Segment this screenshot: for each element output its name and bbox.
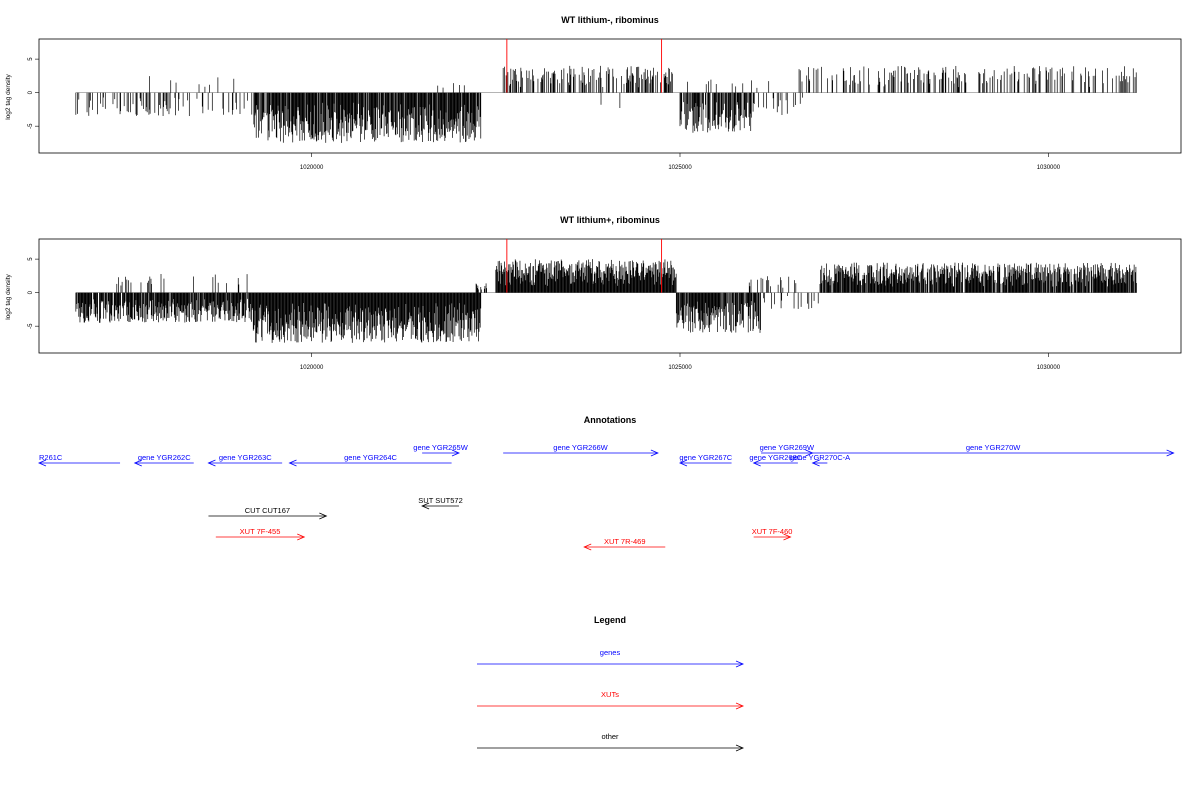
x-tick-label: 1025000 [668, 165, 692, 171]
feature-label: gene YGR270C-A [790, 453, 850, 462]
legend-panel: Legend genes XUTs other [477, 615, 745, 752]
track-panel-lithium-plus: WT lithium+, ribominus log2 tag density … [5, 215, 1182, 371]
bars-group [75, 239, 1137, 343]
legend-title: Legend [594, 615, 626, 625]
feature-arrow: XUT 7F-455 [215, 527, 306, 541]
bars-group [75, 39, 1137, 143]
feature-arrow: SUT SUT572 [418, 496, 463, 510]
feature-label: gene YGR269W [760, 443, 815, 452]
x-axis: 1020000 1025000 1030000 [300, 153, 1061, 171]
feature-arrow: R261C [37, 453, 121, 467]
y-tick-label: 0 [28, 290, 34, 294]
x-tick-label: 1020000 [300, 165, 324, 171]
feature-label: gene YGR265W [413, 443, 468, 452]
panel-title: WT lithium-, ribominus [561, 15, 659, 25]
x-tick-label: 1030000 [1037, 165, 1061, 171]
arrow-head-right [297, 533, 306, 541]
feature-arrow: gene YGR262C [133, 453, 194, 467]
plot-frame [38, 38, 1182, 154]
y-tick-label: 5 [28, 57, 34, 61]
feature-arrow: gene YGR265W [413, 443, 469, 457]
feature-label: gene YGR266W [553, 443, 608, 452]
arrow-head-left [207, 459, 216, 467]
arrow-head-right [783, 533, 792, 541]
feature-label: gene YGR267C [679, 453, 732, 462]
arrow-head-right [735, 702, 745, 710]
legend-item: other [477, 732, 745, 752]
feature-label: gene YGR268C [749, 453, 802, 462]
feature-label: R261C [39, 453, 63, 462]
annotations-panel: Annotations R261C gene YGR262C gene YGR263… [37, 415, 1175, 551]
feature-label: gene YGR270W [966, 443, 1021, 452]
feature-label: XUT 7F-455 [240, 527, 281, 536]
legend-items: genes XUTs other [477, 648, 745, 752]
feature-arrow: gene YGR267C [678, 453, 733, 467]
arrow-head-right [735, 660, 745, 668]
arrow-head-right [650, 449, 659, 457]
feature-arrow: XUT 7F-460 [752, 527, 793, 541]
legend-label: other [601, 732, 619, 741]
legend-item: genes [477, 648, 745, 668]
legend-label: XUTs [601, 690, 619, 699]
arrow-head-left [421, 502, 430, 510]
feature-label: XUT 7R-469 [604, 537, 646, 546]
annotations-title: Annotations [584, 415, 637, 425]
feature-label: XUT 7F-460 [752, 527, 793, 536]
feature-arrow: gene YGR264C [288, 453, 452, 467]
arrow-head-right [451, 449, 460, 457]
arrow-head-left [37, 459, 47, 467]
arrow-head-left [752, 459, 761, 467]
feature-label: gene YGR264C [344, 453, 397, 462]
feature-label: gene YGR263C [219, 453, 272, 462]
feature-arrow: CUT CUT167 [208, 506, 328, 520]
track-panel-lithium-minus: WT lithium-, ribominus log2 tag density … [5, 15, 1182, 171]
feature-arrow: gene YGR263C [207, 453, 283, 467]
y-axis: -5 0 5 [28, 257, 39, 329]
feature-arrow: gene YGR268C [749, 453, 803, 467]
x-axis: 1020000 1025000 1030000 [300, 353, 1061, 371]
panel-title: WT lithium+, ribominus [560, 215, 660, 225]
features-group: R261C gene YGR262C gene YGR263C gene YGR264… [37, 443, 1175, 551]
y-tick-label: 5 [28, 257, 34, 261]
feature-label: CUT CUT167 [245, 506, 290, 515]
x-tick-label: 1020000 [300, 365, 324, 371]
feature-arrow: XUT 7R-469 [583, 537, 666, 551]
arrow-head-left [583, 543, 592, 551]
feature-arrow: gene YGR270W [812, 443, 1175, 457]
arrow-head-left [811, 459, 820, 467]
y-axis-label: log2 tag density [5, 273, 12, 319]
legend-item: XUTs [477, 690, 745, 710]
feature-label: gene YGR262C [138, 453, 191, 462]
arrow-head-left [288, 459, 297, 467]
y-tick-label: -5 [28, 323, 34, 329]
y-axis-label: log2 tag density [5, 73, 12, 119]
feature-label: SUT SUT572 [418, 496, 462, 505]
arrow-head-right [735, 744, 745, 752]
feature-arrow: gene YGR266W [503, 443, 659, 457]
x-tick-label: 1030000 [1037, 365, 1061, 371]
x-tick-label: 1025000 [668, 365, 692, 371]
plot-frame [38, 238, 1182, 354]
y-tick-label: 0 [28, 90, 34, 94]
arrow-head-right [319, 512, 328, 520]
legend-label: genes [600, 648, 621, 657]
feature-arrow: gene YGR270C-A [790, 453, 850, 467]
y-axis: -5 0 5 [28, 57, 39, 129]
arrow-head-left [133, 459, 142, 467]
arrow-head-left [678, 459, 688, 467]
y-tick-label: -5 [28, 123, 34, 129]
arrow-head-right [1166, 449, 1175, 457]
